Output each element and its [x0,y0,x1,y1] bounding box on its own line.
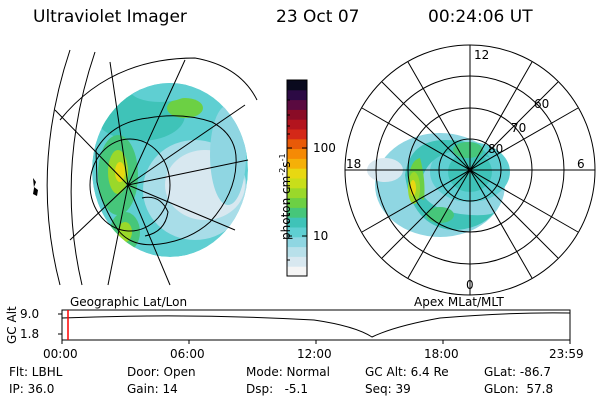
instrument-title: Ultraviolet Imager [33,7,187,27]
mlat-label-80: 80 [488,142,504,156]
geographic-map [33,49,258,286]
colorbar-band [287,178,307,189]
mlt-label-18: 18 [346,157,362,171]
colorbar-band [287,138,307,150]
colorbar-band [287,217,307,228]
filter-info: Flt: LBHL [9,365,63,379]
islands [33,178,38,196]
time-label: 00:24:06 UT [428,7,533,27]
colorbar-band [287,158,307,169]
polar-map [344,44,596,296]
mlat-label-70: 70 [511,121,527,135]
colorbar-band [287,207,307,218]
colorbar-frame [286,79,308,277]
colorbar-band [287,148,307,159]
gain-info: Gain: 14 [127,382,178,396]
colorbar-band [287,80,307,91]
date-label: 23 Oct 07 [276,7,360,27]
timeline-xtick-1200: 12:00 [297,347,332,361]
mlat-label-60: 60 [534,97,550,111]
colorbar-tick-10: 10 [313,229,329,243]
colorbar-tick-100: 100 [313,141,336,155]
colorbar-unit-label: photon cm-2s-1 [278,153,293,240]
colorbar-band [287,236,307,248]
colorbar-band [287,256,307,267]
colorbar [287,80,307,277]
glat-info: GLat: -86.7 [484,365,551,379]
timeline-ticks [58,313,571,344]
gc-alt-info: GC Alt: 6.4 Re [365,365,449,379]
colorbar-band [287,119,307,130]
colorbar-band [287,109,307,120]
colorbar-band [287,168,307,179]
meridians [54,59,249,286]
colorbar-band [287,246,307,257]
glon-info: GLon: 57.8 [484,382,554,396]
timeline-xtick-2359: 23:59 [549,347,584,361]
timeline-xtick-0600: 06:00 [170,347,205,361]
mlt-label-6: 6 [577,157,585,171]
colorbar-band [287,129,307,140]
colorbar-band [287,89,307,101]
lat-circle-inner [89,138,171,232]
mlt-label-0: 0 [466,278,474,292]
lat-circle-mid [70,51,96,286]
colorbar-ticks [287,99,307,261]
lat-circle-outer [46,49,71,286]
coastline [95,115,237,246]
dsp-info: Dsp: -5.1 [246,382,309,396]
timeline-ytick-9: 9.0 [20,307,40,321]
timeline-plot [58,309,571,344]
mode-info: Mode: Normal [246,365,330,379]
colorbar-band [287,266,307,277]
mlt-label-12: 12 [474,48,490,62]
colorbar-band [287,187,307,199]
colorbar-band [287,227,307,238]
colorbar-band [287,197,307,208]
door-info: Door: Open [127,365,196,379]
right-emission-image [367,133,510,237]
timeline-xtick-0000: 00:00 [43,347,78,361]
polar-grid [344,44,596,296]
seq-info: Seq: 39 [365,382,411,396]
altitude-curve [61,312,571,338]
right-panel-caption: Apex MLat/MLT [414,295,504,309]
ip-info: IP: 36.0 [9,382,55,396]
coastline-inner [141,196,169,237]
timeline-ylabel: GC Alt [5,306,19,344]
timeline-xtick-1800: 18:00 [424,347,459,361]
colorbar-band [287,99,307,110]
left-emission-image [92,83,248,257]
left-panel-caption: Geographic Lat/Lon [70,295,188,309]
timeline-ytick-1-8: 1.8 [20,327,40,341]
lat-circle-top [59,57,258,121]
